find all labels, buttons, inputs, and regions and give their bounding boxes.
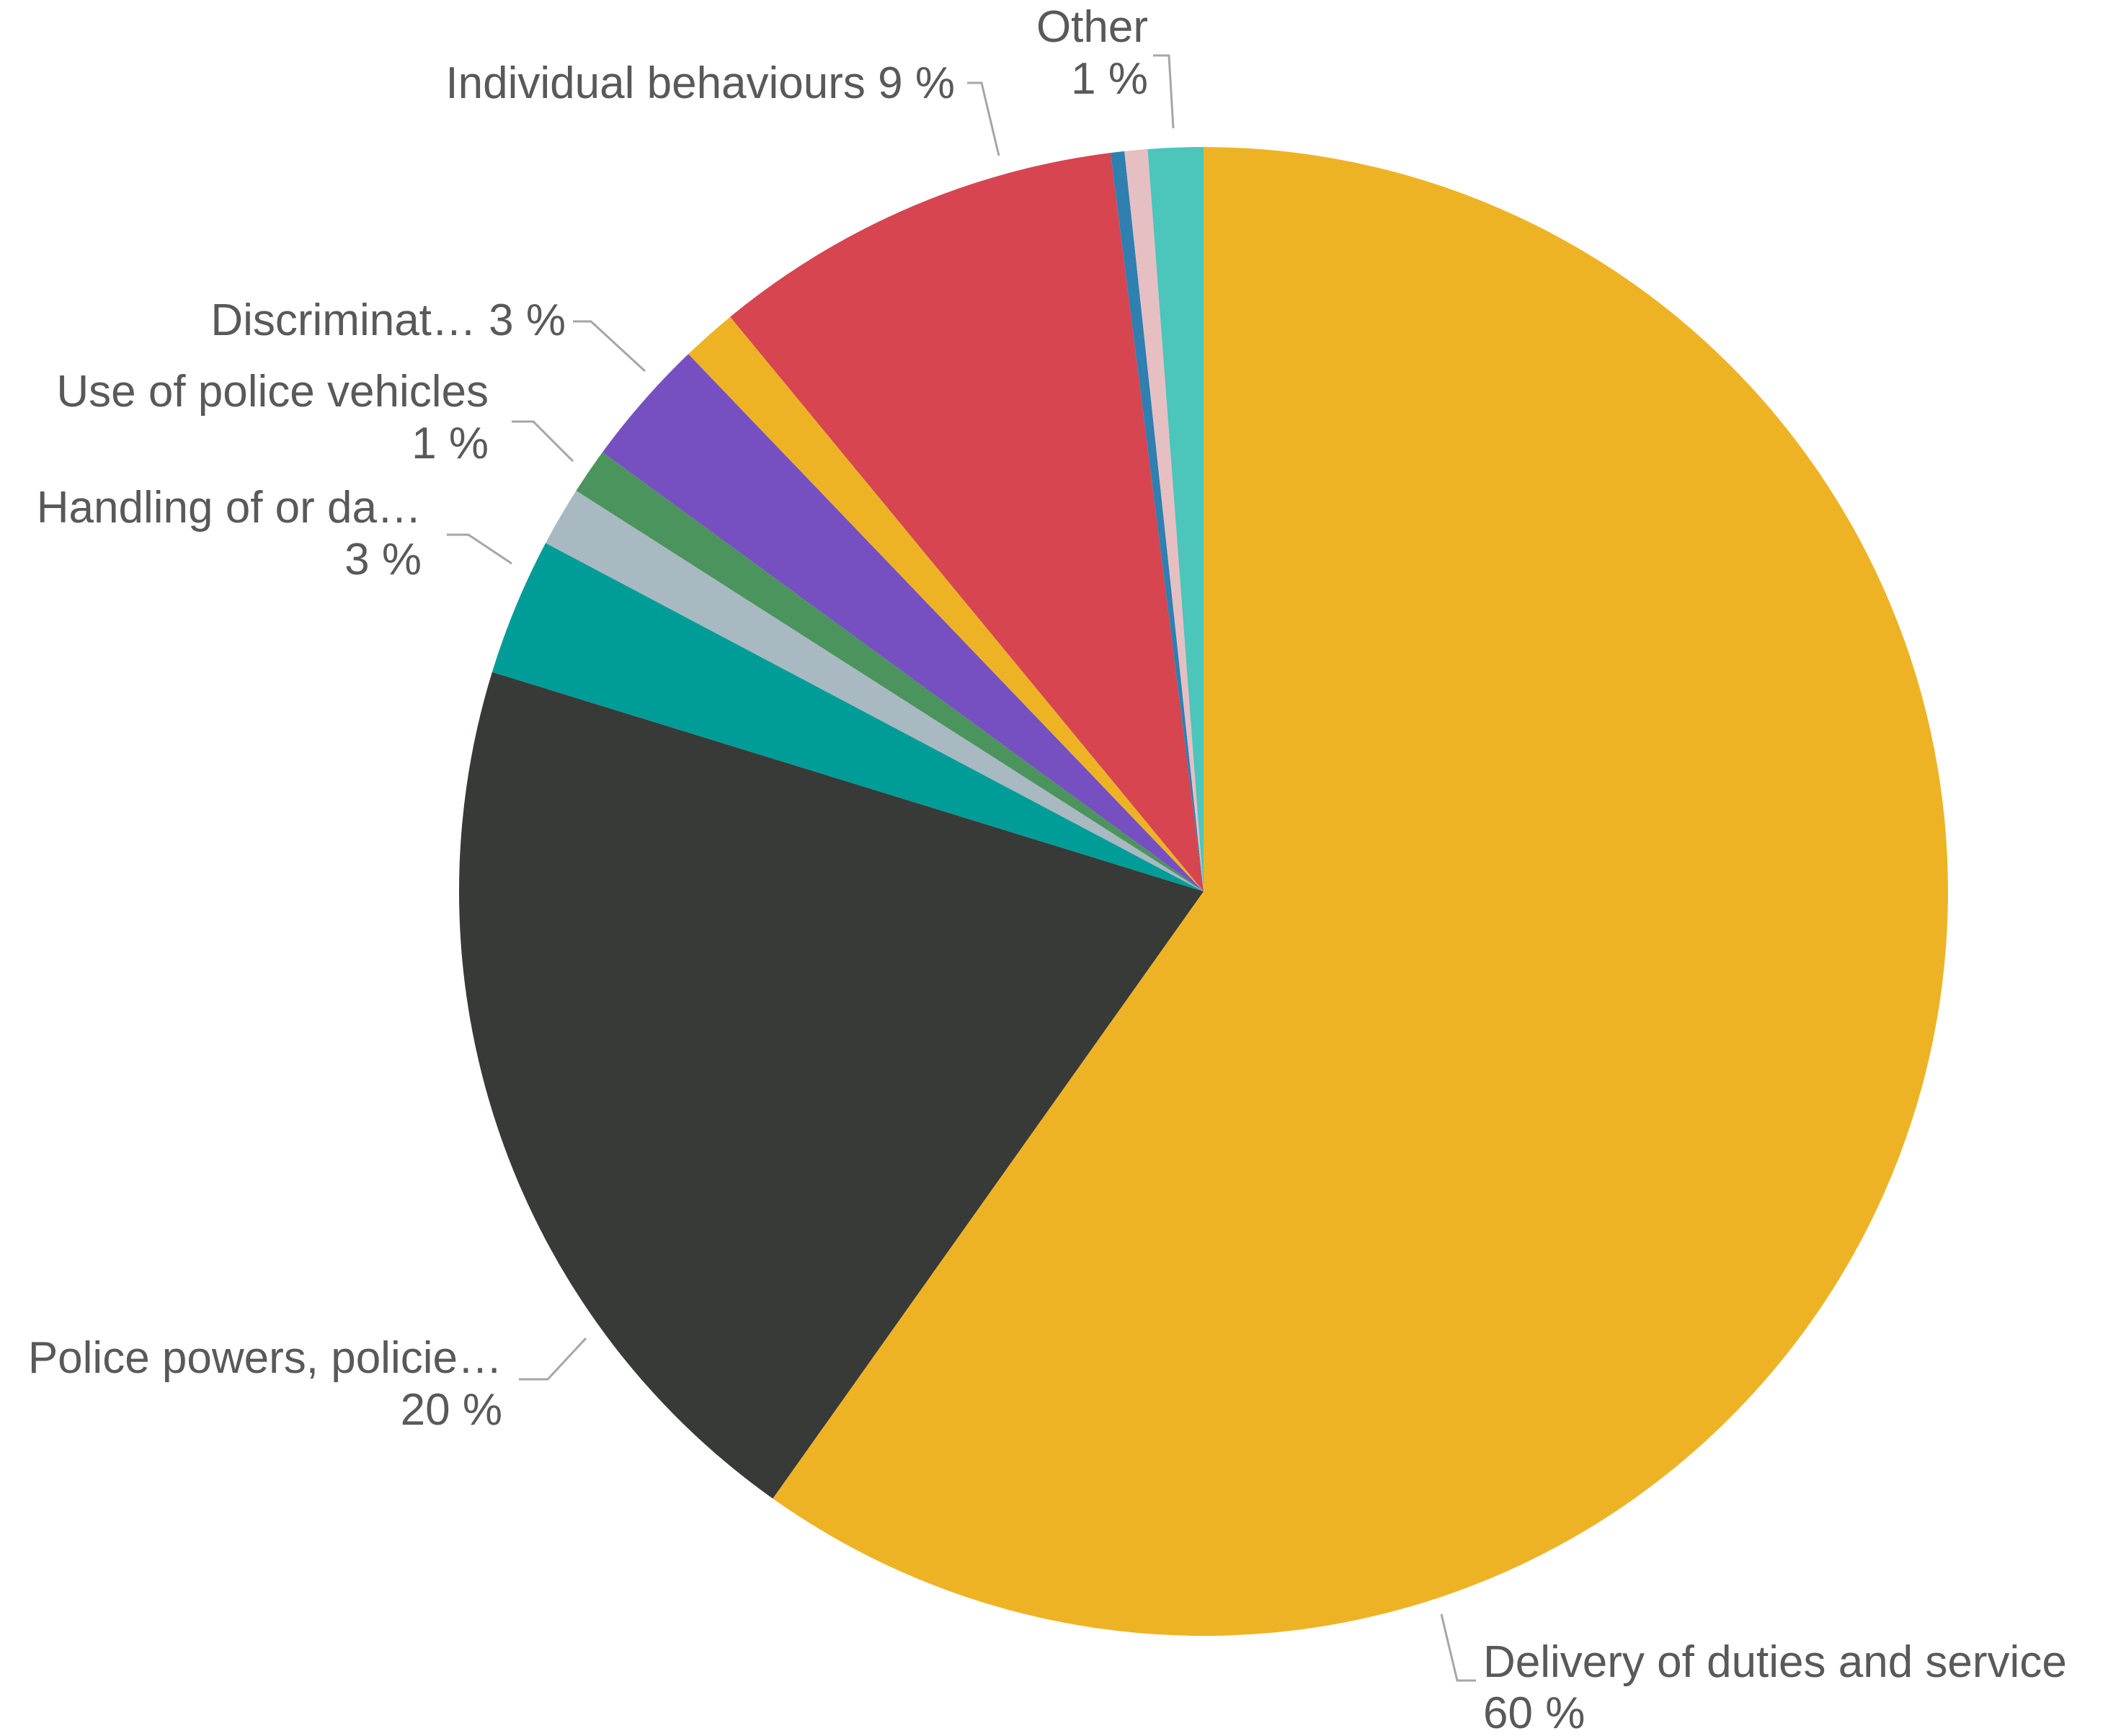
pie-slice-6	[688, 316, 1204, 891]
label-police-powers-name: Police powers, policie…	[28, 1333, 502, 1383]
pie-slice-9	[1124, 148, 1204, 891]
label-handling-value: 3 %	[344, 535, 422, 584]
pie-slice-7	[730, 153, 1204, 891]
pie-slice-10	[1147, 147, 1204, 891]
label-discrimination: Discriminat… 3 %	[210, 295, 566, 345]
label-delivery-name: Delivery of duties and service	[1483, 1637, 2067, 1687]
leader-line-vehicles	[512, 420, 574, 463]
label-vehicles-name: Use of police vehicles	[56, 367, 489, 417]
label-delivery-value: 60 %	[1483, 1688, 1585, 1736]
label-handling-name: Handling of or da…	[37, 483, 422, 533]
leader-line-individual	[967, 81, 1000, 156]
label-vehicles-value: 1 %	[412, 419, 489, 468]
leader-line-handling	[447, 533, 512, 565]
label-police-powers-value: 20 %	[401, 1385, 502, 1435]
label-other-value: 1 %	[1071, 54, 1148, 104]
pie-slice-3	[546, 490, 1204, 891]
pie-slice-4	[576, 452, 1204, 891]
label-other-name: Other	[1036, 2, 1148, 52]
pie-slice-8	[1110, 151, 1204, 891]
label-individual-behaviours: Individual behaviours 9 %	[445, 58, 955, 108]
pie-slice-0	[773, 147, 1949, 1637]
leader-line-discrimination	[573, 320, 646, 373]
leader-line-police-powers	[519, 1337, 587, 1381]
pie-slices	[459, 147, 1949, 1637]
leader-line-delivery	[1440, 1613, 1476, 1682]
pie-slice-5	[602, 354, 1204, 891]
pie-slice-2	[492, 543, 1204, 891]
leader-line-other	[1153, 54, 1175, 129]
pie-slice-1	[459, 672, 1204, 1499]
